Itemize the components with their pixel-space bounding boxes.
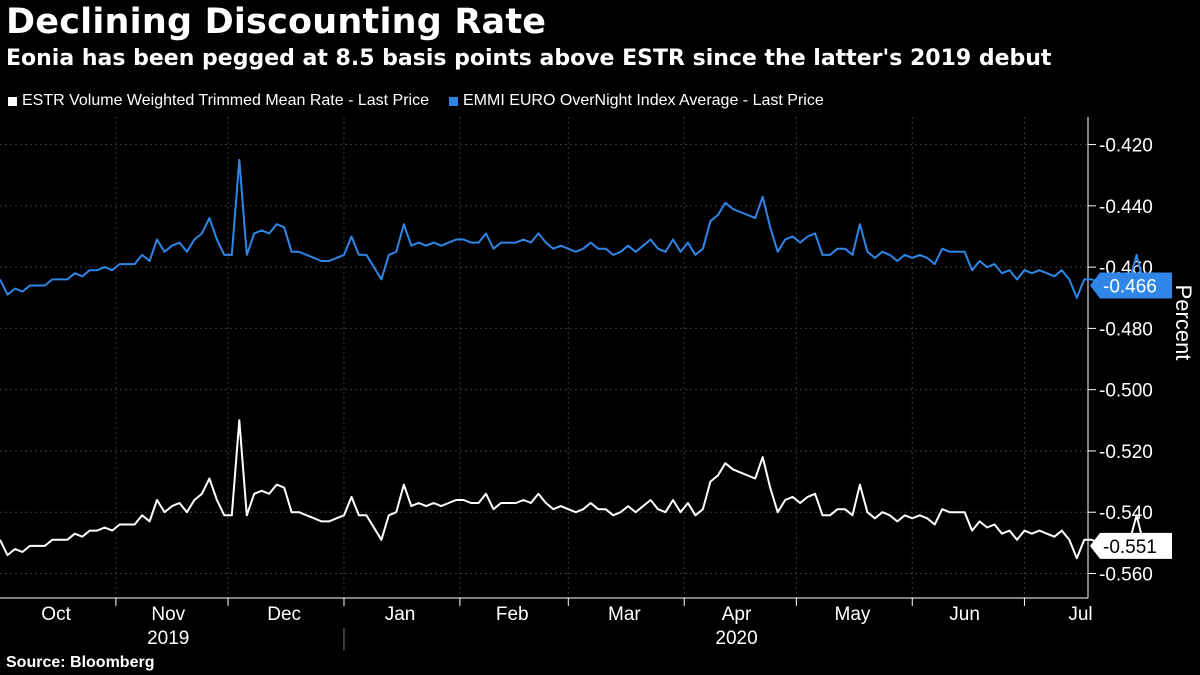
y-tick-label: -0.540 <box>1099 503 1153 524</box>
x-year-label: 2019 <box>147 628 189 649</box>
legend-swatch-estr <box>8 96 17 106</box>
y-tick-label: -0.440 <box>1099 197 1153 218</box>
x-tick-label: Dec <box>267 604 301 625</box>
x-tick-label: May <box>835 604 871 625</box>
x-tick-label: Jan <box>385 604 416 625</box>
x-tick-label: Jul <box>1068 604 1092 625</box>
legend-item-estr: ESTR Volume Weighted Trimmed Mean Rate -… <box>8 92 429 110</box>
eonia-last-value-tag <box>1090 272 1172 299</box>
eonia-last-value-label: -0.466 <box>1103 277 1157 298</box>
legend-item-eonia: EMMI EURO OverNight Index Average - Last… <box>448 92 824 110</box>
estr-series-line <box>0 419 1152 560</box>
source-note: Source: Bloomberg <box>6 654 155 671</box>
legend-label-estr: ESTR Volume Weighted Trimmed Mean Rate -… <box>22 92 429 109</box>
y-tick-label: -0.520 <box>1099 442 1153 463</box>
y-tick-label: -0.560 <box>1099 564 1153 585</box>
legend-label-eonia: EMMI EURO OverNight Index Average - Last… <box>462 92 824 109</box>
x-tick-label: Nov <box>151 604 185 625</box>
x-year-label: 2020 <box>715 628 757 649</box>
chart-subtitle: Eonia has been pegged at 8.5 basis point… <box>6 46 1052 71</box>
y-tick-label: -0.420 <box>1099 136 1153 157</box>
x-tick-label: Oct <box>41 604 71 625</box>
estr-last-value-label: -0.551 <box>1103 537 1157 558</box>
x-tick-label: Jun <box>949 604 980 625</box>
x-tick-label: Apr <box>722 604 752 625</box>
y-axis-title: Percent <box>1171 285 1196 361</box>
x-tick-label: Mar <box>608 604 641 625</box>
x-tick-label: Feb <box>496 604 529 625</box>
legend-swatch-eonia <box>448 96 458 106</box>
legend: ESTR Volume Weighted Trimmed Mean Rate -… <box>8 90 844 112</box>
chart-title: Declining Discounting Rate <box>6 2 547 42</box>
y-tick-label: -0.500 <box>1099 381 1153 402</box>
eonia-series-line <box>0 158 1152 299</box>
estr-last-value-tag <box>1090 532 1172 559</box>
y-tick-label: -0.480 <box>1099 319 1153 340</box>
